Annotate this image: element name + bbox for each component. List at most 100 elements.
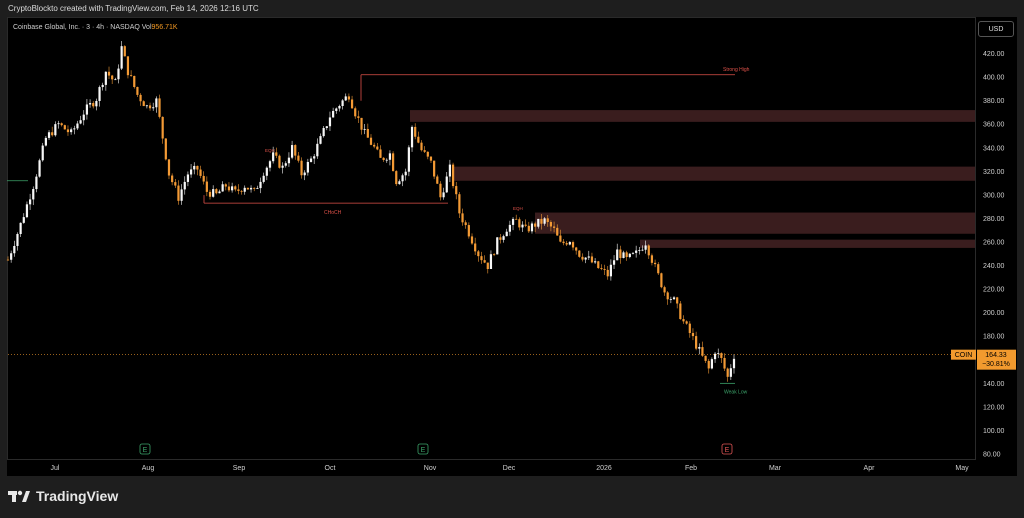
candle-body bbox=[309, 158, 313, 162]
candle-body bbox=[120, 46, 123, 69]
candle-body bbox=[101, 84, 104, 88]
candle-body bbox=[290, 145, 294, 158]
x-tick-label: Dec bbox=[503, 465, 516, 472]
candle-body bbox=[92, 103, 95, 107]
earnings-marker bbox=[721, 443, 733, 455]
candle-body bbox=[496, 237, 499, 255]
candle-body bbox=[268, 161, 272, 168]
candle-body bbox=[199, 169, 202, 176]
y-tick-label: 140.00 bbox=[983, 381, 1005, 388]
candle-body bbox=[10, 253, 13, 260]
candle-body bbox=[133, 75, 136, 87]
currency-button[interactable]: USD bbox=[978, 21, 1014, 37]
candle-body bbox=[95, 100, 98, 107]
candle-body bbox=[16, 234, 19, 246]
candle-body bbox=[395, 171, 398, 185]
eqh-label: EQH bbox=[513, 206, 523, 211]
candle-body bbox=[653, 262, 657, 265]
x-tick-label: Feb bbox=[685, 465, 697, 472]
candle-body bbox=[129, 75, 133, 76]
candle-body bbox=[391, 153, 395, 172]
candle-body bbox=[256, 188, 259, 189]
candle-body bbox=[641, 249, 644, 251]
candle-body bbox=[685, 321, 688, 324]
candle-body bbox=[401, 175, 404, 182]
candle-body bbox=[575, 247, 578, 251]
candle-body bbox=[489, 254, 493, 270]
x-tick-label: 2026 bbox=[596, 465, 612, 472]
candle-body bbox=[303, 172, 306, 176]
candle-body bbox=[373, 144, 376, 147]
candle-body bbox=[319, 136, 322, 144]
candle-body bbox=[638, 250, 641, 251]
candle-body bbox=[227, 186, 231, 191]
candle-body bbox=[404, 171, 407, 176]
candle-body bbox=[180, 189, 183, 201]
eqh-label: EQH bbox=[265, 148, 275, 153]
candle-body bbox=[148, 105, 152, 109]
candle-body bbox=[704, 355, 707, 361]
candle-body bbox=[297, 155, 300, 161]
candle-body bbox=[328, 117, 332, 127]
candle-body bbox=[174, 182, 177, 186]
candle-body bbox=[455, 186, 458, 195]
candle-body bbox=[123, 46, 126, 57]
plot-area[interactable] bbox=[7, 17, 976, 460]
candle-body bbox=[713, 353, 717, 360]
candle-body bbox=[417, 136, 420, 143]
candle-body bbox=[729, 368, 732, 377]
candle-body bbox=[347, 96, 351, 100]
time-axis[interactable] bbox=[7, 460, 976, 476]
candle-body bbox=[114, 79, 117, 81]
candle-body bbox=[625, 252, 628, 257]
brand-name: TradingView bbox=[36, 488, 119, 504]
candle-body bbox=[152, 107, 155, 109]
candle-body bbox=[22, 217, 25, 223]
candle-body bbox=[436, 176, 439, 184]
candle-body bbox=[499, 237, 502, 240]
candle-body bbox=[590, 256, 594, 263]
candle-body bbox=[672, 297, 676, 300]
candle-body bbox=[666, 292, 669, 300]
y-tick-label: 180.00 bbox=[983, 334, 1005, 341]
candle-body bbox=[562, 241, 565, 244]
candle-body bbox=[41, 145, 44, 161]
candle-body bbox=[410, 126, 414, 148]
price-tag bbox=[977, 349, 1016, 370]
candle-body bbox=[88, 103, 92, 105]
candle-body bbox=[587, 256, 590, 258]
supply-zone bbox=[452, 166, 975, 181]
candle-body bbox=[663, 287, 666, 293]
supply-zone bbox=[640, 239, 975, 248]
candle-body bbox=[508, 224, 511, 232]
candle-body bbox=[117, 68, 120, 80]
earnings-marker-label: E bbox=[143, 447, 148, 454]
price-axis[interactable] bbox=[976, 17, 1017, 476]
candle-body bbox=[76, 123, 79, 129]
candle-body bbox=[710, 359, 714, 369]
candle-body bbox=[486, 262, 489, 270]
y-tick-label: 260.00 bbox=[983, 240, 1005, 247]
candle-body bbox=[616, 249, 619, 261]
candle-body bbox=[707, 360, 710, 369]
candle-body bbox=[350, 99, 354, 109]
earnings-marker bbox=[417, 443, 429, 455]
candle-body bbox=[224, 184, 227, 187]
tradingview-logo[interactable]: TradingView bbox=[8, 488, 118, 504]
candle-body bbox=[60, 123, 63, 126]
candle-body bbox=[524, 224, 527, 226]
candle-body bbox=[543, 218, 546, 224]
candle-body bbox=[534, 223, 537, 227]
candle-body bbox=[379, 149, 382, 158]
candle-body bbox=[461, 213, 464, 223]
candle-body bbox=[474, 243, 477, 252]
y-tick-label: 100.00 bbox=[983, 428, 1005, 435]
candle-body bbox=[79, 120, 82, 124]
candle-body bbox=[98, 87, 101, 101]
candle-body bbox=[451, 164, 455, 187]
candle-body bbox=[480, 256, 483, 261]
candle-body bbox=[467, 225, 470, 237]
candle-body bbox=[246, 187, 250, 190]
candle-body bbox=[414, 126, 417, 137]
candle-body bbox=[287, 157, 291, 164]
